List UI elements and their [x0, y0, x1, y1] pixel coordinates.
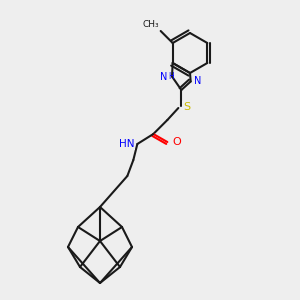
Text: O: O — [172, 137, 181, 147]
Text: HN: HN — [119, 139, 134, 149]
Text: H: H — [168, 72, 174, 81]
Text: S: S — [183, 102, 190, 112]
Text: N: N — [160, 71, 167, 82]
Text: N: N — [194, 76, 201, 86]
Text: CH₃: CH₃ — [142, 20, 159, 29]
